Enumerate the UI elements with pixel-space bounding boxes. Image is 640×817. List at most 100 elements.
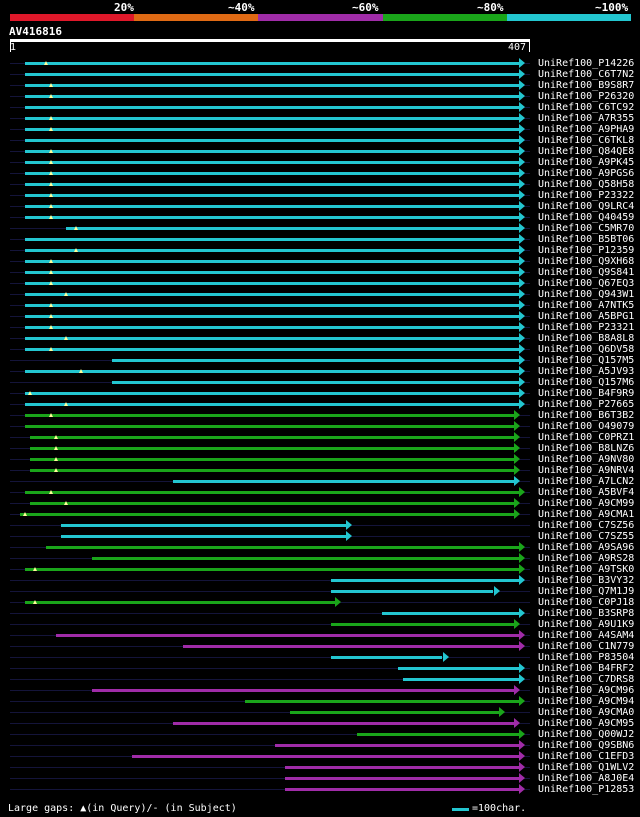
hit-name-link[interactable]: UniRef100_A9U1K9 — [538, 619, 635, 630]
hit-alignment-bar[interactable] — [382, 612, 519, 615]
hit-row[interactable]: UniRef100_C5MR70 — [0, 223, 640, 234]
hit-alignment-bar[interactable] — [25, 183, 519, 186]
hit-name-link[interactable]: UniRef100_Q9LRC4 — [538, 201, 635, 212]
hit-row[interactable]: UniRef100_A9CM94 — [0, 696, 640, 707]
hit-alignment-bar[interactable] — [356, 733, 519, 736]
hit-alignment-bar[interactable] — [25, 282, 519, 285]
hit-row[interactable]: UniRef100_Q9LRC4 — [0, 201, 640, 212]
hit-alignment-bar[interactable] — [25, 150, 519, 153]
hit-name-link[interactable]: UniRef100_A5BVF4 — [538, 487, 635, 498]
hit-name-link[interactable]: UniRef100_A9TSK0 — [538, 564, 635, 575]
hit-row[interactable]: UniRef100_Q67EQ3 — [0, 278, 640, 289]
hit-alignment-bar[interactable] — [132, 755, 519, 758]
hit-row[interactable]: UniRef100_A9NV80 — [0, 454, 640, 465]
hit-name-link[interactable]: UniRef100_Q157M6 — [538, 377, 635, 388]
hit-row[interactable]: UniRef100_Q943W1 — [0, 289, 640, 300]
hit-row[interactable]: UniRef100_A9U1K9 — [0, 619, 640, 630]
hit-row[interactable]: UniRef100_A9NRV4 — [0, 465, 640, 476]
hit-name-link[interactable]: UniRef100_C6TKL8 — [538, 135, 635, 146]
hit-alignment-bar[interactable] — [25, 271, 519, 274]
hit-row[interactable]: UniRef100_P83504 — [0, 652, 640, 663]
hit-row[interactable]: UniRef100_A9CM95 — [0, 718, 640, 729]
hit-name-link[interactable]: UniRef100_P83504 — [538, 652, 635, 663]
hit-row[interactable]: UniRef100_A5BVF4 — [0, 487, 640, 498]
hit-row[interactable]: UniRef100_B5BT06 — [0, 234, 640, 245]
hit-alignment-bar[interactable] — [331, 623, 514, 626]
hit-alignment-bar[interactable] — [55, 634, 519, 637]
hit-name-link[interactable]: UniRef100_Q00WJ2 — [538, 729, 635, 740]
hit-name-link[interactable]: UniRef100_C5MR70 — [538, 223, 635, 234]
hit-row[interactable]: UniRef100_A7NTK5 — [0, 300, 640, 311]
hit-row[interactable]: UniRef100_C7DRS8 — [0, 674, 640, 685]
hit-name-link[interactable]: UniRef100_B6T3B2 — [538, 410, 635, 421]
hit-row[interactable]: UniRef100_Q84QE8 — [0, 146, 640, 157]
hit-row[interactable]: UniRef100_Q1WLV2 — [0, 762, 640, 773]
hit-name-link[interactable]: UniRef100_Q9XH68 — [538, 256, 635, 267]
hit-row[interactable]: UniRef100_A9TSK0 — [0, 564, 640, 575]
hit-alignment-bar[interactable] — [25, 128, 519, 131]
hit-row[interactable]: UniRef100_P12853 — [0, 784, 640, 795]
hit-row[interactable]: UniRef100_B8LNZ6 — [0, 443, 640, 454]
hit-row[interactable]: UniRef100_C7SZ55 — [0, 531, 640, 542]
hit-alignment-bar[interactable] — [25, 392, 519, 395]
hit-alignment-bar[interactable] — [30, 502, 514, 505]
hit-name-link[interactable]: UniRef100_Q84QE8 — [538, 146, 635, 157]
hit-alignment-bar[interactable] — [25, 414, 514, 417]
hit-name-link[interactable]: UniRef100_P12853 — [538, 784, 635, 795]
hit-name-link[interactable]: UniRef100_B3VY32 — [538, 575, 635, 586]
hit-alignment-bar[interactable] — [91, 557, 519, 560]
hit-alignment-bar[interactable] — [402, 678, 519, 681]
hit-row[interactable]: UniRef100_C6TKL8 — [0, 135, 640, 146]
hit-name-link[interactable]: UniRef100_A9NRV4 — [538, 465, 635, 476]
hit-name-link[interactable]: UniRef100_Q40459 — [538, 212, 635, 223]
hit-row[interactable]: UniRef100_Q157M6 — [0, 377, 640, 388]
hit-name-link[interactable]: UniRef100_O49079 — [538, 421, 635, 432]
hit-row[interactable]: UniRef100_A9SA96 — [0, 542, 640, 553]
hit-alignment-bar[interactable] — [20, 513, 514, 516]
hit-alignment-bar[interactable] — [285, 788, 519, 791]
hit-alignment-bar[interactable] — [244, 700, 519, 703]
hit-row[interactable]: UniRef100_P23322 — [0, 190, 640, 201]
hit-alignment-bar[interactable] — [25, 238, 519, 241]
hit-alignment-bar[interactable] — [30, 458, 514, 461]
hit-name-link[interactable]: UniRef100_P27665 — [538, 399, 635, 410]
hit-row[interactable]: UniRef100_O49079 — [0, 421, 640, 432]
hit-name-link[interactable]: UniRef100_B4F9R9 — [538, 388, 635, 399]
hit-alignment-bar[interactable] — [60, 535, 346, 538]
hit-name-link[interactable]: UniRef100_A9CM99 — [538, 498, 635, 509]
hit-name-link[interactable]: UniRef100_C1EFD3 — [538, 751, 635, 762]
hit-name-link[interactable]: UniRef100_B8LNZ6 — [538, 443, 635, 454]
hit-name-link[interactable]: UniRef100_C0PRZ1 — [538, 432, 635, 443]
hit-alignment-bar[interactable] — [111, 381, 519, 384]
hit-row[interactable]: UniRef100_B3VY32 — [0, 575, 640, 586]
hit-name-link[interactable]: UniRef100_A9RS28 — [538, 553, 635, 564]
hit-alignment-bar[interactable] — [25, 172, 519, 175]
hit-name-link[interactable]: UniRef100_A7LCN2 — [538, 476, 635, 487]
hit-row[interactable]: UniRef100_Q00WJ2 — [0, 729, 640, 740]
hit-row[interactable]: UniRef100_A9PGS6 — [0, 168, 640, 179]
hit-row[interactable]: UniRef100_C7SZ56 — [0, 520, 640, 531]
hit-alignment-bar[interactable] — [290, 711, 499, 714]
hit-alignment-bar[interactable] — [25, 106, 519, 109]
hit-alignment-bar[interactable] — [25, 62, 519, 65]
hit-name-link[interactable]: UniRef100_Q67EQ3 — [538, 278, 635, 289]
hit-row[interactable]: UniRef100_A9CM99 — [0, 498, 640, 509]
hit-row[interactable]: UniRef100_C0PJ18 — [0, 597, 640, 608]
hit-alignment-bar[interactable] — [91, 689, 514, 692]
hit-row[interactable]: UniRef100_B4F9R9 — [0, 388, 640, 399]
hit-name-link[interactable]: UniRef100_C0PJ18 — [538, 597, 635, 608]
hit-name-link[interactable]: UniRef100_P23321 — [538, 322, 635, 333]
hit-name-link[interactable]: UniRef100_B5BT06 — [538, 234, 635, 245]
hit-name-link[interactable]: UniRef100_Q7M1J9 — [538, 586, 635, 597]
hit-name-link[interactable]: UniRef100_C1N779 — [538, 641, 635, 652]
hit-name-link[interactable]: UniRef100_P12359 — [538, 245, 635, 256]
hit-name-link[interactable]: UniRef100_B9S8R7 — [538, 80, 635, 91]
hit-name-link[interactable]: UniRef100_Q9SBN6 — [538, 740, 635, 751]
hit-name-link[interactable]: UniRef100_B4FRF2 — [538, 663, 635, 674]
hit-alignment-bar[interactable] — [25, 95, 519, 98]
hit-row[interactable]: UniRef100_A9CMA0 — [0, 707, 640, 718]
hit-row[interactable]: UniRef100_P26320 — [0, 91, 640, 102]
hit-name-link[interactable]: UniRef100_A9CM96 — [538, 685, 635, 696]
hit-alignment-bar[interactable] — [25, 194, 519, 197]
hit-row[interactable]: UniRef100_A7R355 — [0, 113, 640, 124]
